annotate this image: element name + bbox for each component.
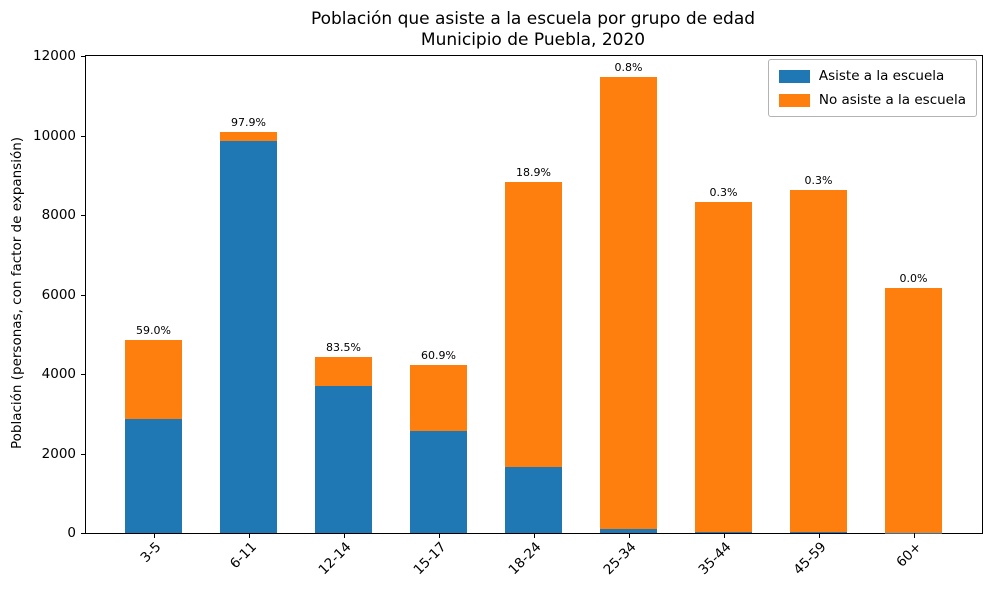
x-tick-label-18-24: 18-24	[505, 539, 545, 579]
x-tick-mark	[723, 533, 725, 538]
bar-25-34-no-asiste	[600, 77, 657, 530]
bar-25-34-asiste	[600, 529, 657, 533]
y-tick-mark	[81, 294, 86, 296]
bar-6-11-asiste	[220, 140, 277, 533]
bar-18-24-no-asiste	[505, 182, 562, 467]
chart-title-block: Población que asiste a la escuela por gr…	[85, 9, 981, 51]
x-tick-mark	[818, 533, 820, 538]
y-tick-label: 8000	[41, 207, 76, 223]
bar-45-59-no-asiste	[790, 190, 847, 532]
x-tick-mark	[248, 533, 250, 538]
y-tick-label: 6000	[41, 286, 76, 303]
x-tick-label-15-17: 15-17	[410, 539, 450, 579]
bar-18-24-asiste	[505, 466, 562, 533]
x-tick-label-25-34: 25-34	[600, 539, 640, 579]
x-tick-mark	[343, 533, 345, 538]
x-tick-label-60-: 60+	[893, 539, 925, 571]
legend: Asiste a la escuela No asiste a la escuel…	[767, 59, 977, 117]
y-tick-mark	[81, 135, 86, 137]
bar-label-18-24: 18.9%	[516, 166, 551, 180]
bar-45-59-asiste	[790, 531, 847, 533]
y-axis-ticks: 0 2000 4000 6000 8000 10000 12000	[33, 48, 982, 541]
x-tick-mark	[438, 533, 440, 538]
x-axis-ticks: 3-5 6-11 12-14 15-17 18-24 25-34 35-44 45-59 60+	[86, 56, 982, 578]
x-tick-label-12-14: 12-14	[315, 539, 355, 579]
x-tick-label-35-44: 35-44	[695, 539, 735, 579]
y-tick-mark	[81, 215, 86, 216]
bar-label-25-34: 0.8%	[614, 61, 643, 75]
y-tick-mark	[81, 374, 86, 375]
legend-item-1: No asiste a la escuela	[778, 92, 966, 108]
bar-12-14-asiste	[315, 385, 372, 533]
x-tick-mark	[533, 533, 535, 538]
bar-15-17-no-asiste	[410, 364, 467, 431]
y-tick-label: 10000	[33, 127, 76, 144]
y-tick-mark	[81, 533, 86, 534]
bar-15-17-asiste	[410, 430, 467, 533]
chart-title: Población que asiste a la escuela por gr…	[310, 9, 756, 29]
legend-label: Asiste a la escuela	[818, 68, 945, 84]
bar-12-14-no-asiste	[315, 356, 372, 386]
bar-35-44-asiste	[695, 532, 752, 533]
x-tick-mark	[913, 533, 915, 538]
bar-label-3-5: 59.0%	[136, 323, 171, 337]
bar-label-60-: 0.0%	[899, 271, 928, 285]
bar-3-5-asiste	[125, 419, 182, 533]
x-tick-mark	[153, 533, 155, 538]
legend-swatch	[778, 69, 810, 83]
chart-subtitle: Municipio de Puebla, 2020	[420, 30, 646, 50]
plot-area: 59.0% 97.9% 83.5% 60.9% 18.9% 0.8% 0.3% 0.3% 0.0…	[33, 48, 983, 578]
bar-label-6-11: 97.9%	[231, 116, 266, 130]
y-tick-mark	[81, 56, 86, 57]
x-tick-mark	[628, 533, 630, 538]
y-tick-label: 0	[67, 525, 76, 541]
bars-layer: 59.0% 97.9% 83.5% 60.9% 18.9% 0.8% 0.3% 0.3% 0.0…	[86, 56, 982, 533]
bar-60--no-asiste	[885, 287, 942, 533]
x-tick-label-45-59: 45-59	[790, 539, 830, 579]
bar-6-11-no-asiste	[220, 132, 277, 141]
bar-35-44-no-asiste	[695, 201, 752, 533]
legend-item-0: Asiste a la escuela	[778, 68, 966, 84]
y-tick-label: 2000	[41, 445, 76, 462]
x-tick-label-3-5: 3-5	[137, 539, 165, 566]
bar-3-5-no-asiste	[125, 339, 182, 420]
legend-swatch	[778, 93, 810, 107]
x-tick-label-6-11: 6-11	[226, 539, 260, 572]
legend-label: No asiste a la escuela	[818, 92, 966, 108]
bar-label-35-44: 0.3%	[709, 185, 738, 199]
y-tick-label: 12000	[33, 48, 76, 64]
bar-label-45-59: 0.3%	[804, 174, 833, 188]
bar-label-12-14: 83.5%	[326, 340, 361, 354]
y-tick-label: 4000	[41, 366, 76, 382]
bar-label-15-17: 60.9%	[421, 348, 456, 362]
y-tick-mark	[81, 453, 86, 455]
